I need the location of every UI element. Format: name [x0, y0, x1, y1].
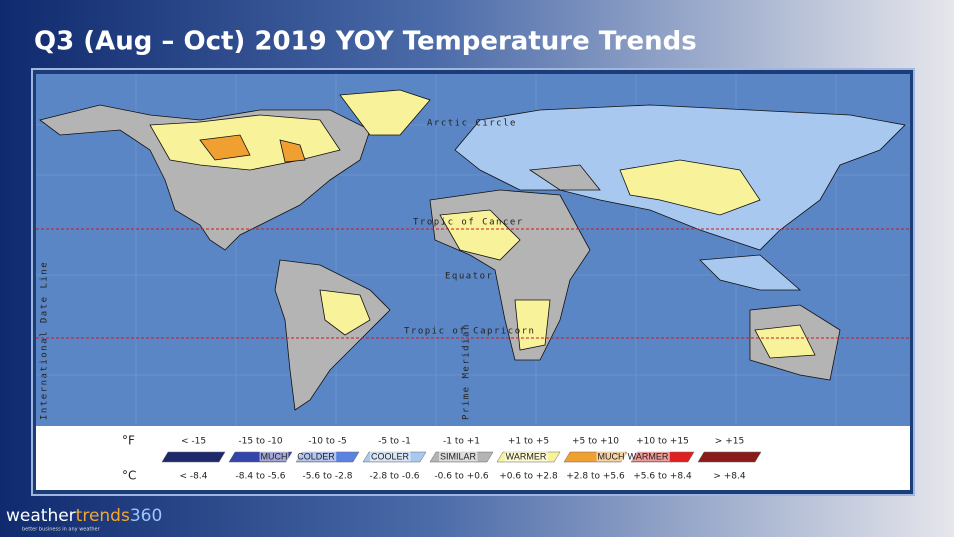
legend-f-label: -15 to -10 [238, 437, 282, 447]
legend-group-label: MUCH [598, 451, 625, 461]
land [39, 89, 906, 411]
legend-f-label: > +15 [715, 437, 744, 447]
legend-f-label: +5 to +10 [572, 437, 619, 447]
map-label: Equator [445, 272, 493, 282]
legend-group-box [259, 451, 289, 462]
legend-unit: °C [122, 469, 136, 483]
legend: °F °C < -15 < -8.4 -15 to -10 -8.4 to -5.6 -… [122, 434, 762, 483]
legend-unit: °F [122, 434, 135, 448]
legend-group-label: COLDER [297, 451, 335, 461]
legend-c-label: < -8.4 [180, 472, 208, 482]
legend-swatch [161, 451, 226, 463]
legend-c-label: +0.6 to +2.8 [499, 472, 558, 482]
legend-group-label: COOLER [371, 451, 410, 461]
legend-group-label: MUCH [261, 451, 288, 461]
map-label: Prime Meridian [462, 323, 472, 420]
legend-group-box [438, 451, 478, 462]
title: Q3 (Aug – Oct) 2019 YOY Temperature Tren… [34, 27, 697, 57]
legend-f-label: +1 to +5 [508, 437, 549, 447]
legend-c-label: -0.6 to +0.6 [434, 472, 488, 482]
legend-group-box [626, 451, 670, 462]
legend-f-label: -1 to +1 [443, 437, 480, 447]
legend-f-label: -10 to -5 [308, 437, 346, 447]
map-label: International Date Line [40, 261, 50, 420]
legend-f-label: -5 to -1 [378, 437, 411, 447]
legend-c-label: -8.4 to -5.6 [236, 472, 286, 482]
legend-group-box [369, 451, 411, 462]
legend-group-box [504, 451, 548, 462]
legend-group-box [596, 451, 626, 462]
legend-group-box [296, 451, 337, 462]
legend-c-label: +2.8 to +5.6 [566, 472, 625, 482]
legend-c-label: -5.6 to -2.8 [303, 472, 353, 482]
legend-f-label: +10 to +15 [636, 437, 689, 447]
map-label: Tropic of Cancer [413, 218, 524, 228]
legend-c-label: > +8.4 [713, 472, 746, 482]
legend-c-label: +5.6 to +8.4 [633, 472, 692, 482]
logo-tagline: better business in any weather [22, 527, 101, 533]
legend-group-label: WARMER [628, 451, 669, 461]
map-label: Arctic Circle [427, 119, 517, 129]
legend-group-label: WARMER [506, 451, 547, 461]
legend-group-label: SIMILAR [440, 451, 477, 461]
legend-c-label: -2.8 to -0.6 [370, 472, 420, 482]
legend-swatch [697, 451, 762, 463]
map-label: Tropic of Capricorn [404, 327, 535, 337]
logo: weathertrends360 [6, 506, 162, 526]
legend-f-label: < -15 [181, 437, 206, 447]
